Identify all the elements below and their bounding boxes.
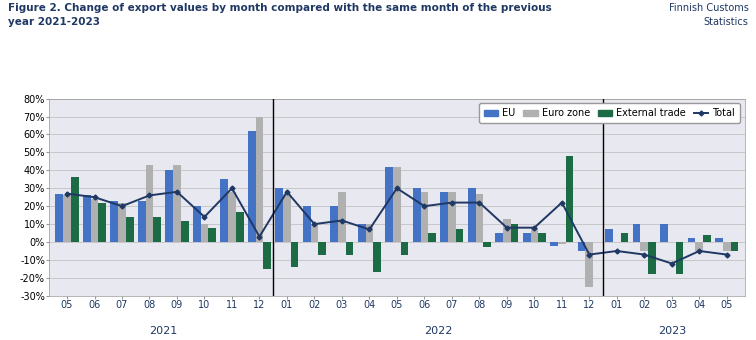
Bar [730, 242, 739, 251]
Bar [236, 211, 243, 242]
Bar [550, 242, 558, 245]
Bar [345, 242, 354, 255]
Bar [64, 195, 71, 242]
Bar [166, 170, 173, 242]
Bar [311, 224, 318, 242]
Bar [303, 206, 311, 242]
Bar [676, 242, 683, 274]
Bar [373, 242, 381, 272]
Bar [696, 242, 703, 251]
Bar [318, 242, 326, 255]
Bar [291, 242, 299, 267]
Bar [476, 193, 483, 242]
Bar [440, 192, 448, 242]
Text: Finnish Customs
Statistics: Finnish Customs Statistics [668, 3, 748, 27]
Bar [181, 221, 188, 242]
Bar [621, 233, 628, 242]
Bar [723, 242, 730, 251]
Bar [413, 188, 420, 242]
Bar [118, 203, 125, 242]
Bar [420, 192, 428, 242]
Bar [511, 224, 519, 242]
Bar [640, 242, 648, 251]
Bar [538, 233, 546, 242]
Bar [338, 192, 345, 242]
Bar [209, 228, 216, 242]
Bar [503, 219, 511, 242]
Bar [146, 165, 153, 242]
Bar [401, 242, 408, 255]
Bar [648, 242, 656, 274]
Bar [495, 233, 503, 242]
Bar [83, 195, 91, 242]
Bar [98, 203, 106, 242]
Bar [456, 230, 463, 242]
Text: Figure 2. Change of export values by month compared with the same month of the p: Figure 2. Change of export values by mon… [8, 3, 551, 27]
Bar [565, 156, 573, 242]
Bar [153, 217, 161, 242]
Bar [358, 224, 366, 242]
Bar [221, 179, 228, 242]
Text: 2023: 2023 [658, 326, 686, 336]
Bar [91, 199, 98, 242]
Bar [393, 167, 401, 242]
Bar [558, 242, 565, 244]
Bar [703, 235, 711, 242]
Bar [55, 193, 64, 242]
Bar [531, 228, 538, 242]
Bar [468, 188, 476, 242]
Bar [263, 242, 271, 269]
Bar [366, 224, 373, 242]
Bar [688, 238, 696, 242]
Bar [193, 206, 200, 242]
Text: 2021: 2021 [149, 326, 178, 336]
Bar [248, 131, 256, 242]
Bar [606, 230, 613, 242]
Text: 2022: 2022 [424, 326, 452, 336]
Bar [283, 193, 291, 242]
Bar [715, 238, 723, 242]
Bar [386, 167, 393, 242]
Bar [483, 242, 491, 248]
Bar [633, 224, 640, 242]
Bar [585, 242, 593, 287]
Bar [173, 165, 181, 242]
Bar [228, 192, 236, 242]
Bar [125, 217, 134, 242]
Bar [110, 201, 118, 242]
Bar [71, 177, 79, 242]
Bar [275, 188, 283, 242]
Bar [660, 224, 668, 242]
Bar [523, 233, 531, 242]
Bar [448, 192, 456, 242]
Bar [428, 233, 436, 242]
Bar [256, 117, 263, 242]
Bar [138, 201, 146, 242]
Bar [578, 242, 585, 251]
Bar [330, 206, 338, 242]
Legend: EU, Euro zone, External trade, Total: EU, Euro zone, External trade, Total [479, 103, 740, 123]
Bar [200, 224, 209, 242]
